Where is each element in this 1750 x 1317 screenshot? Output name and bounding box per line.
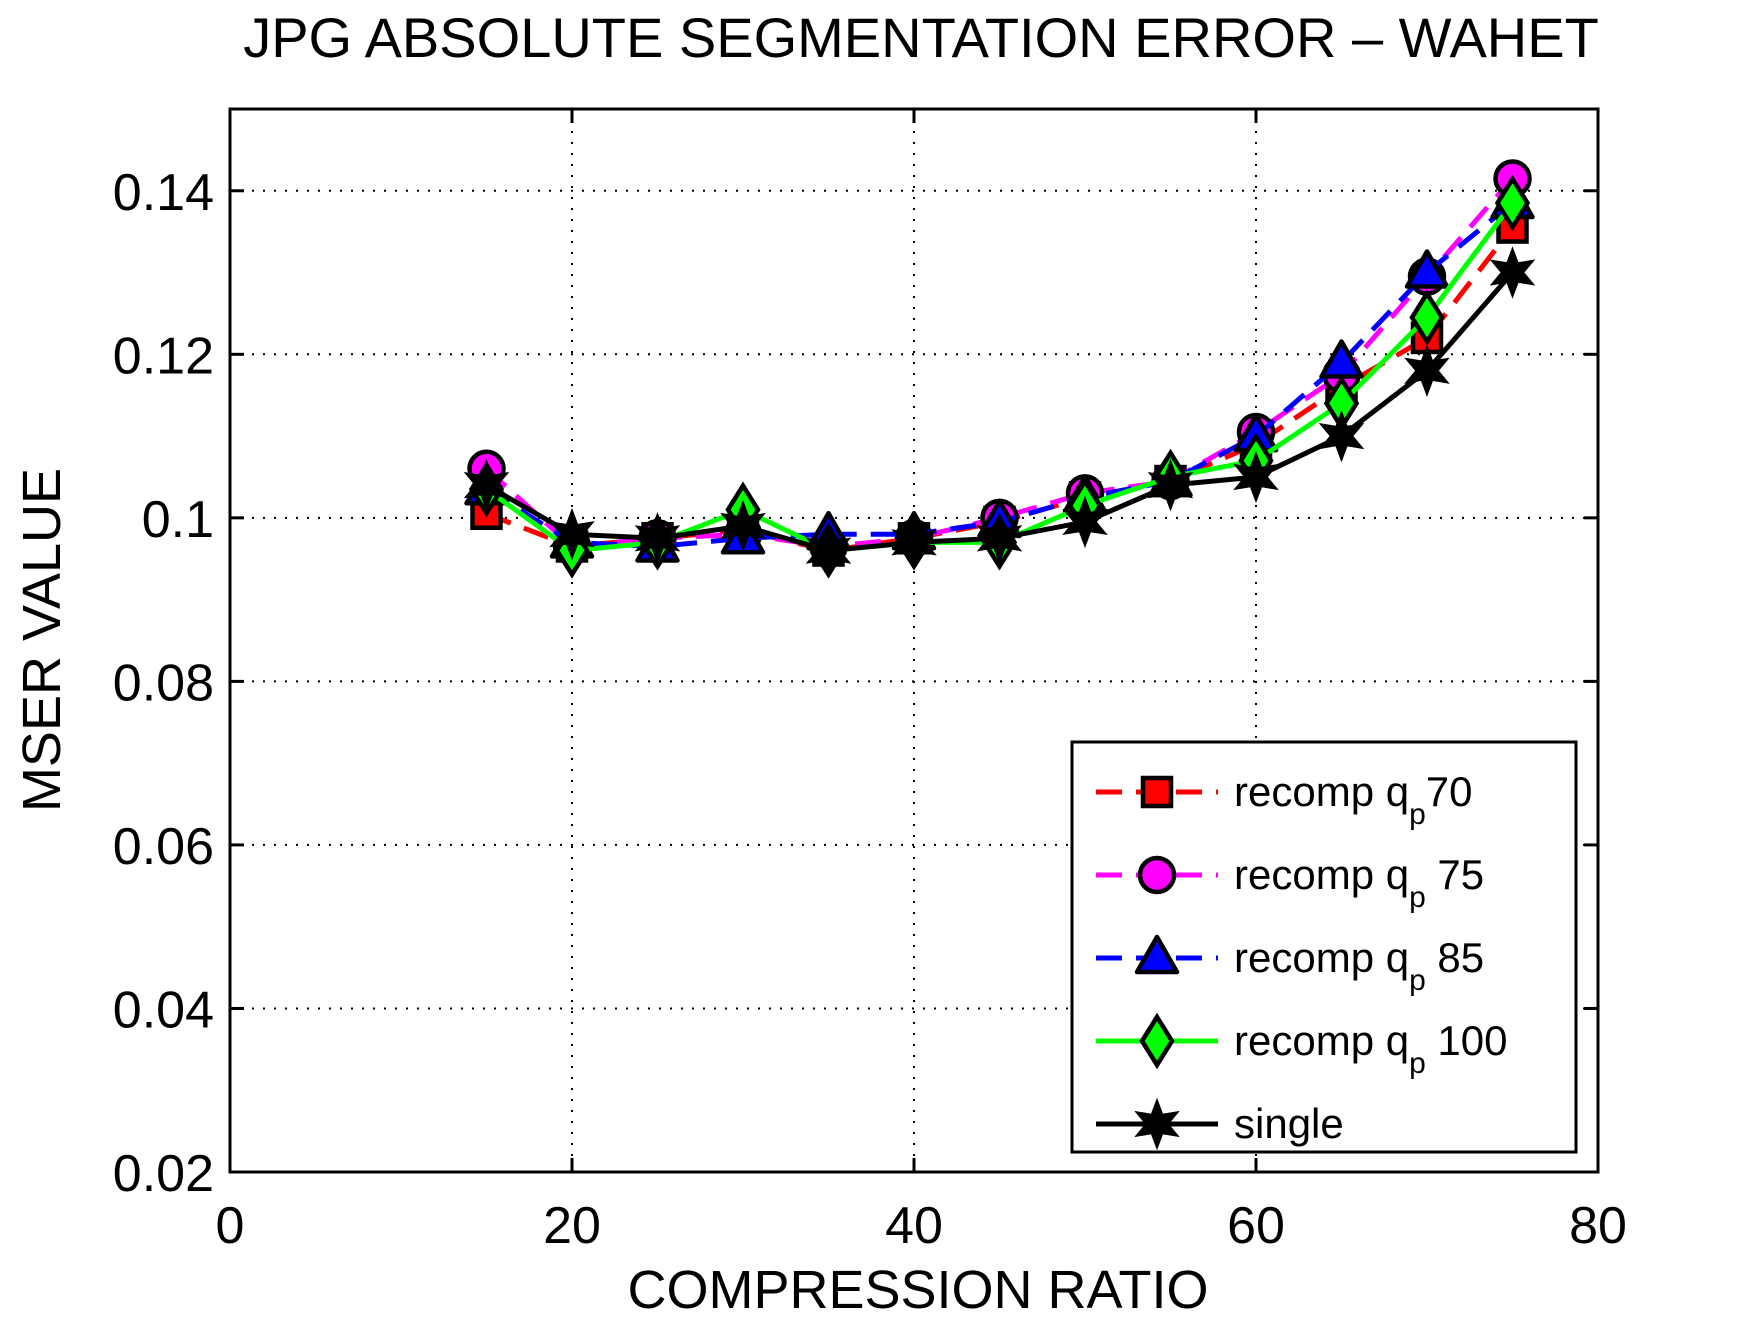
y-tick-label: 0.06 <box>113 818 214 876</box>
data-point <box>549 507 595 561</box>
legend-swatch-marker <box>1140 775 1174 809</box>
y-tick-label: 0.12 <box>113 327 214 385</box>
x-tick-label: 60 <box>1227 1197 1285 1255</box>
x-tick-label: 0 <box>216 1197 245 1255</box>
data-point <box>1318 409 1365 463</box>
series-layer <box>463 159 1536 579</box>
x-axis-label: COMPRESSION RATIO <box>627 1260 1208 1317</box>
data-point <box>720 499 766 553</box>
legend-label: single <box>1234 1100 1344 1147</box>
y-tick-label: 0.08 <box>113 654 214 712</box>
data-point <box>634 512 681 565</box>
data-point <box>976 512 1023 565</box>
series-line <box>484 176 1515 549</box>
y-tick-label: 0.04 <box>113 981 214 1039</box>
chart-title: JPG ABSOLUTE SEGMENTATION ERROR – WAHET <box>243 6 1599 69</box>
data-point <box>1062 495 1108 549</box>
data-point <box>1404 344 1450 397</box>
data-point <box>805 524 852 577</box>
x-tick-label: 40 <box>885 1197 943 1255</box>
legend-swatch-marker <box>1137 855 1177 895</box>
data-point <box>1233 450 1279 504</box>
data-point <box>1489 246 1536 299</box>
y-axis-label: MSER VALUE <box>12 468 72 812</box>
y-tick-label: 0.02 <box>113 1145 214 1203</box>
data-point <box>1494 174 1531 232</box>
y-tick-label: 0.14 <box>113 164 214 222</box>
legend-item: single <box>1096 1097 1344 1151</box>
series-5 <box>463 246 1536 577</box>
y-tick-label: 0.1 <box>142 491 214 549</box>
legend-swatch-marker <box>1134 1097 1180 1151</box>
axis-ticks: 0 20 40 60 80 0.02 0.04 0.06 0.08 0.1 0.12 0.14 <box>113 109 1627 1255</box>
data-point <box>891 516 937 569</box>
x-tick-label: 20 <box>543 1197 601 1255</box>
data-point <box>463 458 510 512</box>
legend-swatch-marker <box>1139 1012 1175 1070</box>
x-tick-label: 80 <box>1569 1197 1627 1255</box>
data-point <box>1147 458 1194 512</box>
legend-swatch-marker <box>1134 934 1180 975</box>
data-point <box>1409 289 1445 346</box>
data-point <box>1404 249 1450 289</box>
